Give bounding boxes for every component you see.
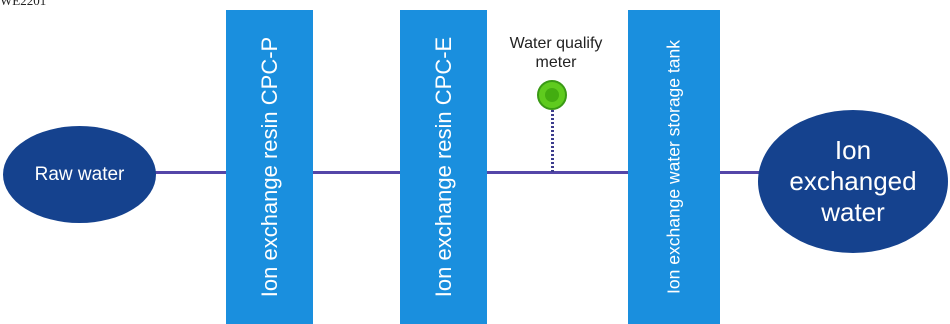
ion-water-label-line-2: exchanged xyxy=(789,165,917,196)
meter-label-line-2: meter xyxy=(535,54,577,72)
ion-water-label-line-3: water xyxy=(821,197,885,228)
meter-label-line-1: Water qualify xyxy=(509,35,603,52)
raw-water-node: Raw water xyxy=(3,126,156,223)
raw-water-label: Raw water xyxy=(34,163,125,185)
stage-storage-tank: Ion exchange water storage tank xyxy=(628,10,720,324)
meter-indicator-icon xyxy=(537,80,567,110)
ion-water-label-line-1: Ion xyxy=(834,134,872,165)
stage-cpc-p-label: Ion exchange resin CPC-P xyxy=(256,36,282,298)
stage-cpc-e-label: Ion exchange resin CPC-E xyxy=(430,36,456,298)
stage-cpc-e: Ion exchange resin CPC-E xyxy=(400,10,487,324)
stage-cpc-p: Ion exchange resin CPC-P xyxy=(226,10,313,324)
meter-connector-line xyxy=(551,110,554,172)
ion-exchanged-water-node: Ion exchanged water xyxy=(758,110,948,253)
water-quality-meter-label: Water qualify meter xyxy=(488,34,624,72)
stage-storage-tank-label: Ion exchange water storage tank xyxy=(663,40,684,294)
diagram-code-label: WE2201 xyxy=(0,0,47,8)
